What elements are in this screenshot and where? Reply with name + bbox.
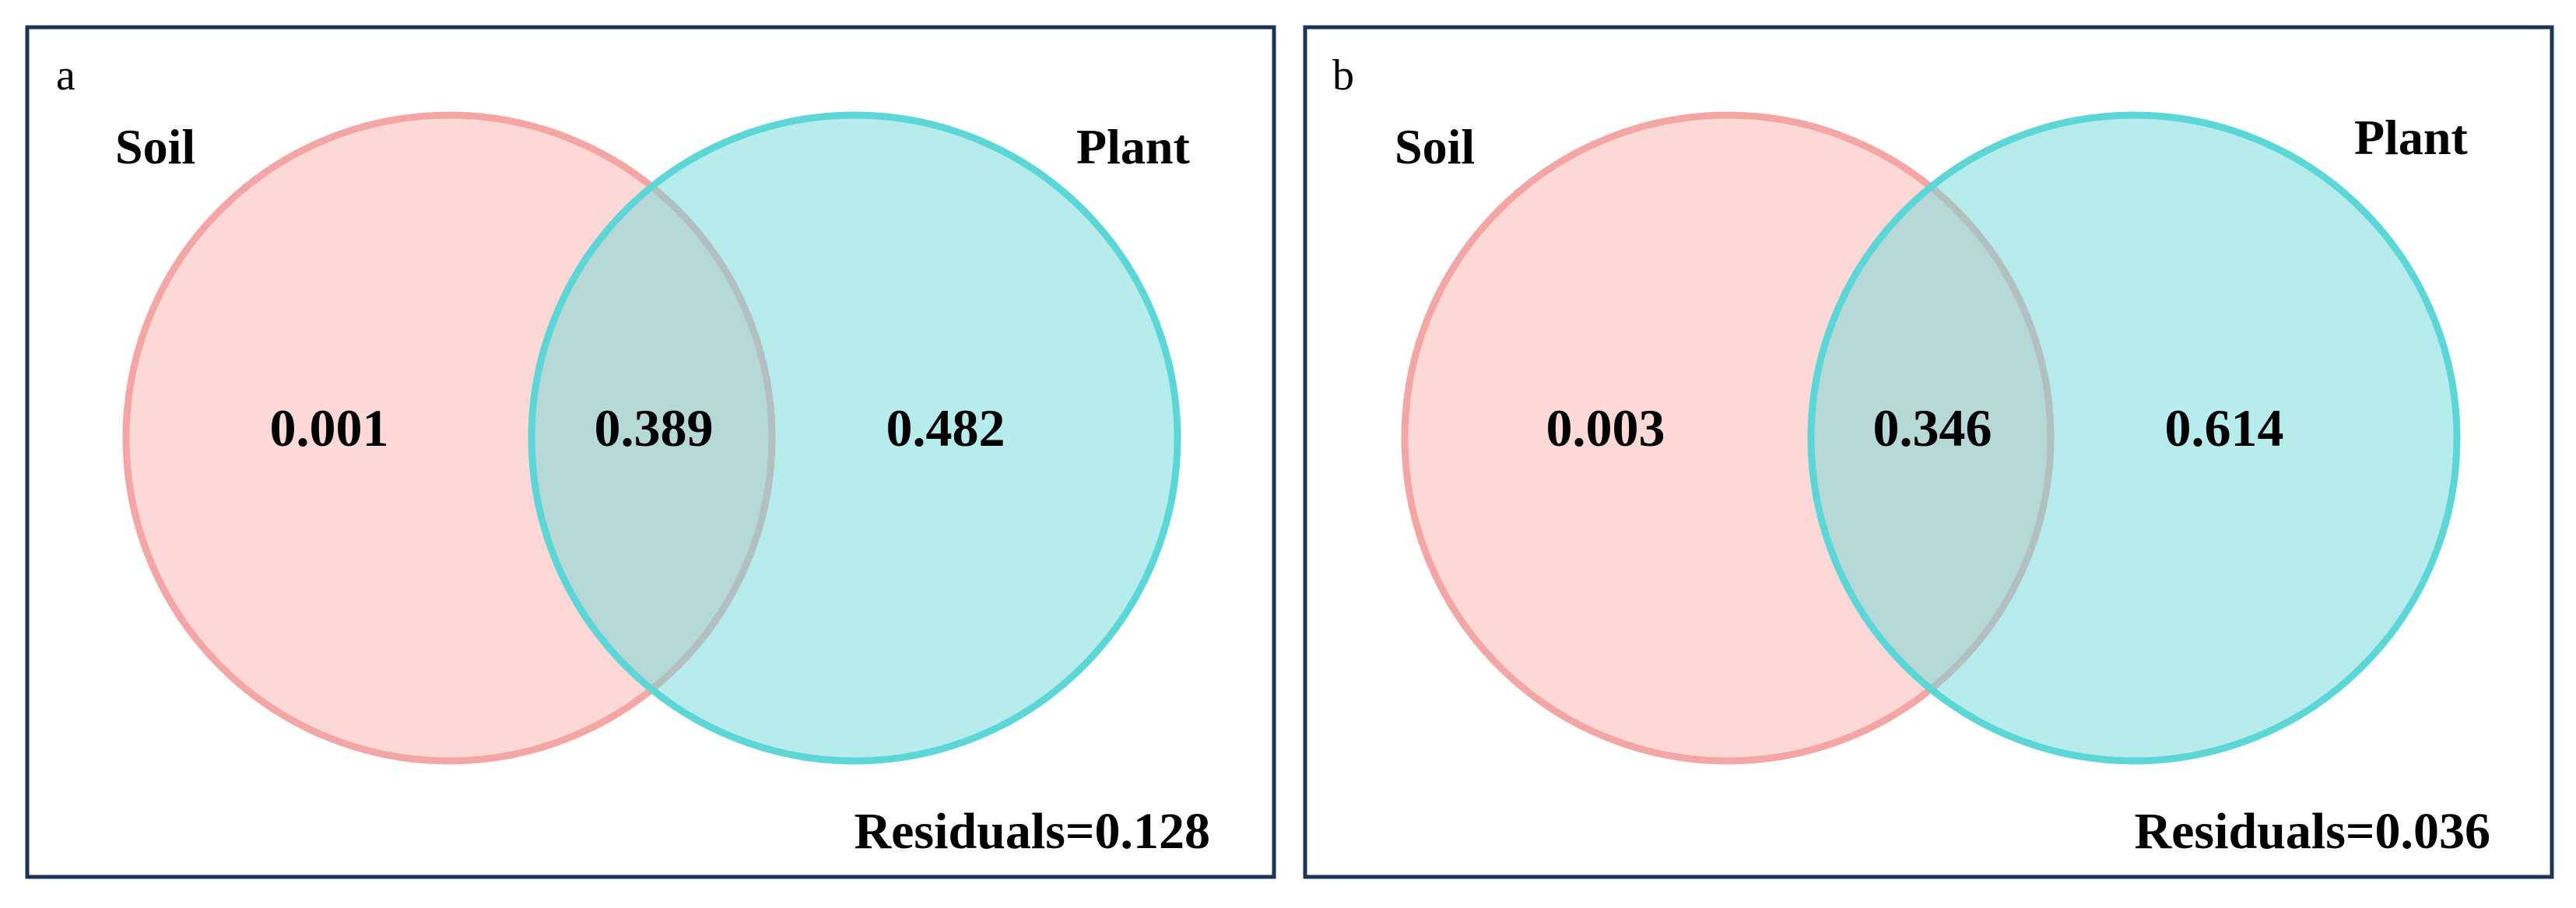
panel-a-shared-value: 0.389 — [595, 398, 714, 458]
panel-a: a Soil Plant 0.001 0.389 0.482 Residuals… — [25, 25, 1276, 879]
panel-a-letter: a — [56, 51, 75, 100]
panel-b-letter: b — [1332, 51, 1354, 100]
panel-b-residuals: Residuals=0.036 — [2134, 803, 2490, 860]
panel-a-plant-circle — [528, 111, 1181, 765]
panel-b-shared-value: 0.346 — [1873, 398, 1992, 458]
panel-a-soil-label: Soil — [115, 119, 195, 174]
panel-a-plant-label: Plant — [1076, 119, 1190, 174]
panel-b-soil-only-value: 0.003 — [1546, 398, 1665, 458]
panel-b-plant-label: Plant — [2354, 110, 2468, 165]
panel-a-soil-only-value: 0.001 — [270, 398, 389, 458]
panel-a-plant-only-value: 0.482 — [886, 398, 1005, 458]
panel-b-plant-circle — [1807, 111, 2461, 765]
panel-a-residuals: Residuals=0.128 — [854, 803, 1210, 860]
panel-b: b Soil Plant 0.003 0.346 0.614 Residuals… — [1303, 25, 2554, 879]
panel-b-plant-only-value: 0.614 — [2165, 398, 2284, 458]
panel-b-soil-label: Soil — [1395, 119, 1475, 174]
